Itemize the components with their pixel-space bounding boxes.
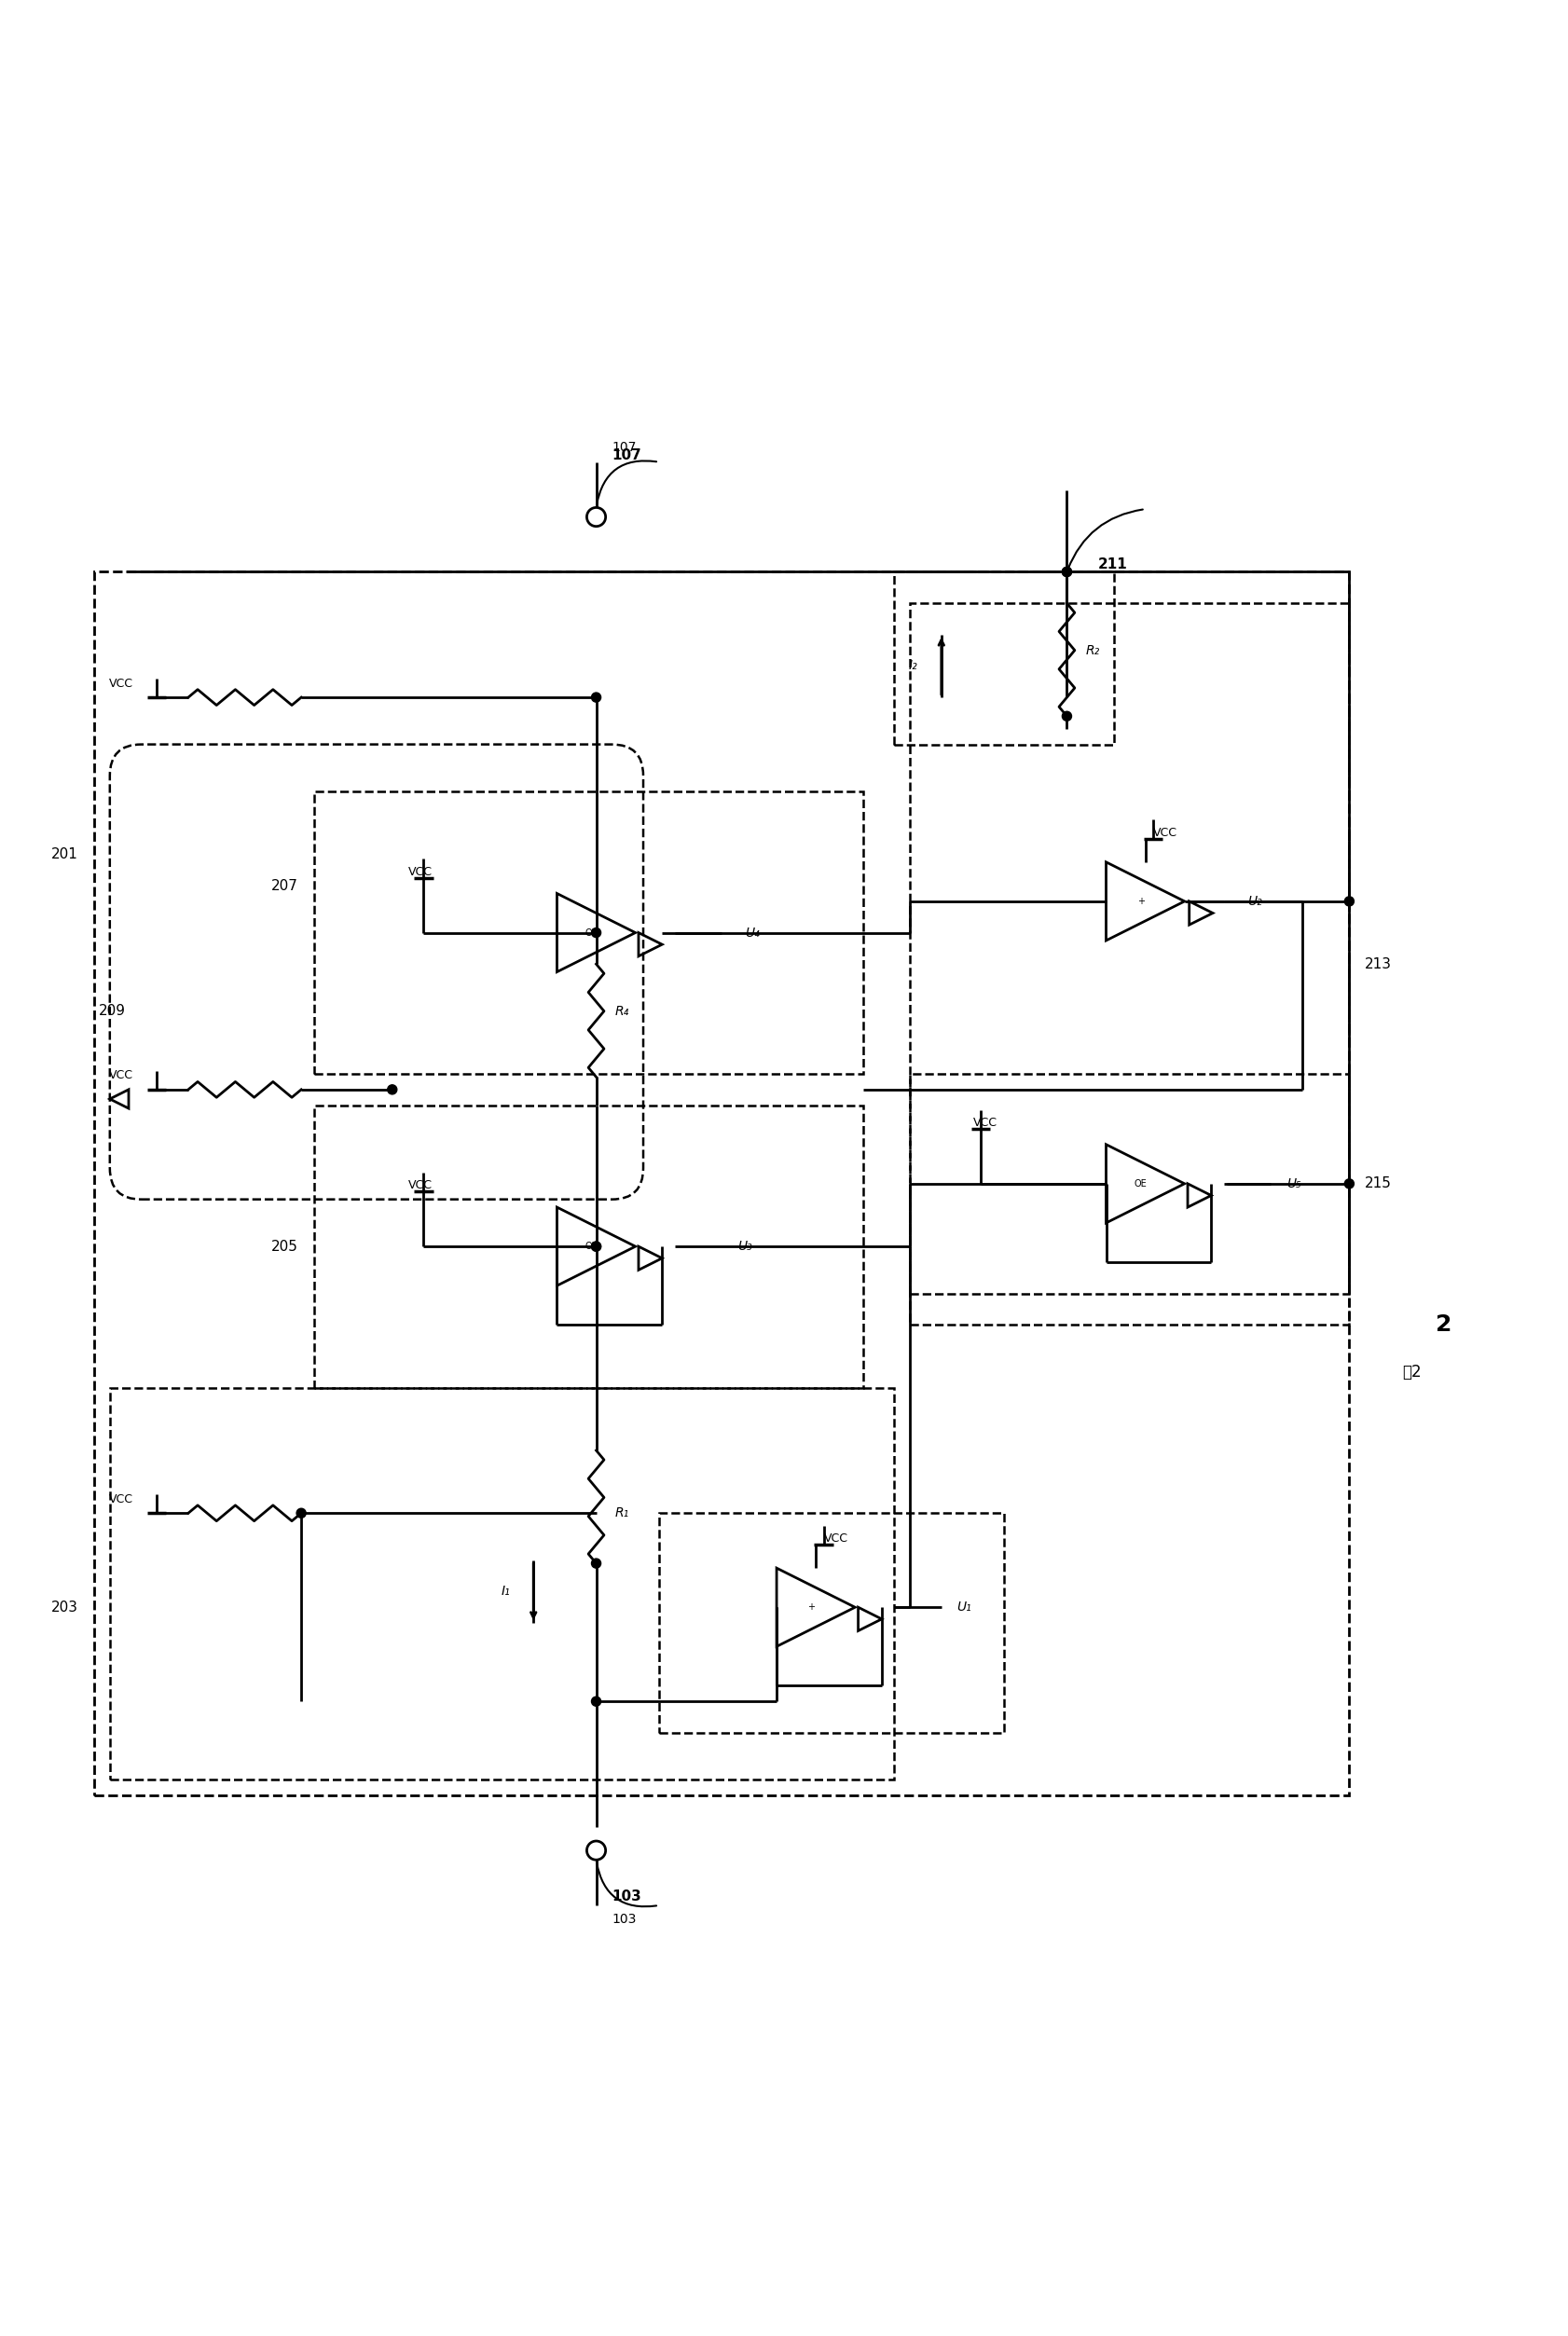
Circle shape: [1062, 568, 1071, 577]
Text: 213: 213: [1364, 958, 1391, 972]
Circle shape: [1344, 1180, 1353, 1189]
Circle shape: [586, 507, 605, 526]
Text: VCC: VCC: [972, 1117, 996, 1128]
Text: OE: OE: [1134, 1180, 1146, 1189]
Text: I₁: I₁: [500, 1586, 510, 1598]
Text: I₂: I₂: [908, 659, 917, 673]
Text: VCC: VCC: [110, 1070, 133, 1082]
Text: 图2: 图2: [1402, 1364, 1421, 1381]
Text: 201: 201: [52, 848, 78, 862]
Circle shape: [591, 1696, 601, 1705]
Text: R₁: R₁: [615, 1507, 629, 1521]
Text: VCC: VCC: [110, 677, 133, 689]
Text: U₅: U₅: [1286, 1177, 1300, 1191]
Text: VCC: VCC: [823, 1532, 847, 1544]
Text: VCC: VCC: [408, 1180, 431, 1191]
Circle shape: [296, 1509, 306, 1518]
Text: 103: 103: [612, 1913, 637, 1927]
Circle shape: [1344, 897, 1353, 906]
Text: OE: OE: [585, 1243, 597, 1252]
Text: 211: 211: [1098, 558, 1127, 572]
Text: VCC: VCC: [1152, 827, 1176, 839]
Text: 207: 207: [271, 878, 298, 892]
Circle shape: [591, 1558, 601, 1567]
Circle shape: [586, 1841, 605, 1859]
Text: R₄: R₄: [615, 1004, 629, 1018]
Text: 103: 103: [612, 1890, 641, 1904]
Text: U₂: U₂: [1247, 895, 1261, 909]
Circle shape: [591, 1243, 601, 1252]
Circle shape: [591, 694, 601, 703]
Text: +: +: [1137, 897, 1143, 906]
Text: U₃: U₃: [737, 1240, 751, 1252]
Text: 2: 2: [1435, 1313, 1450, 1336]
Text: VCC: VCC: [408, 867, 431, 878]
Text: +: +: [808, 1602, 814, 1612]
Text: VCC: VCC: [110, 1493, 133, 1504]
Circle shape: [591, 1243, 601, 1252]
Text: 205: 205: [271, 1240, 298, 1254]
Text: U₁: U₁: [956, 1600, 971, 1614]
Text: R₂: R₂: [1085, 645, 1099, 656]
Text: 203: 203: [52, 1600, 78, 1614]
Circle shape: [1062, 712, 1071, 722]
Text: 215: 215: [1364, 1177, 1391, 1191]
Circle shape: [1062, 568, 1071, 577]
Text: 107: 107: [612, 442, 637, 453]
Text: OE: OE: [585, 927, 597, 937]
Text: U₄: U₄: [745, 925, 759, 939]
Circle shape: [591, 927, 601, 937]
Circle shape: [387, 1084, 397, 1093]
Text: 209: 209: [99, 1004, 125, 1018]
Text: 107: 107: [612, 449, 641, 463]
